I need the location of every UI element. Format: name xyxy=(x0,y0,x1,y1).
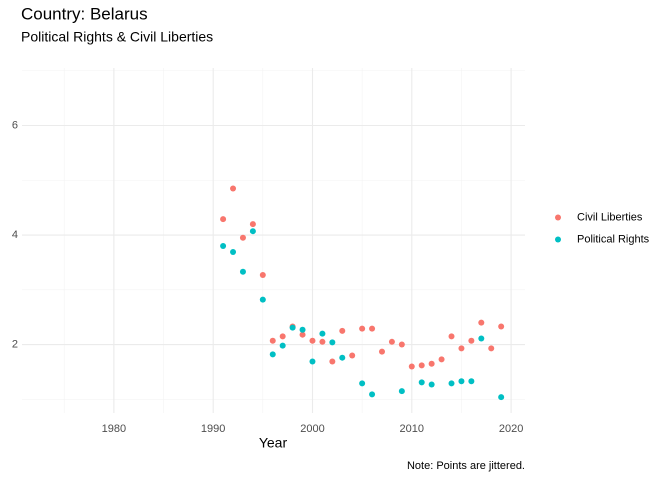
point xyxy=(498,394,505,401)
point xyxy=(249,228,256,235)
point xyxy=(349,352,356,359)
point xyxy=(488,345,495,352)
point xyxy=(418,362,425,369)
point xyxy=(299,326,306,333)
caption: Note: Points are jittered. xyxy=(407,460,525,472)
point xyxy=(279,342,286,349)
point xyxy=(259,272,266,278)
point xyxy=(428,360,435,367)
point xyxy=(230,249,237,255)
point xyxy=(378,348,385,355)
chart-title: Country: Belarus xyxy=(21,4,148,23)
x-tick-label: 2020 xyxy=(499,423,523,435)
point xyxy=(309,337,316,344)
point xyxy=(319,330,326,337)
point xyxy=(269,337,276,344)
point xyxy=(249,221,256,228)
point xyxy=(398,341,405,348)
point xyxy=(408,363,415,370)
point xyxy=(239,234,246,241)
point xyxy=(220,242,227,249)
x-tick-label: 1990 xyxy=(201,423,225,435)
point xyxy=(398,388,405,395)
point xyxy=(359,380,366,387)
x-tick-label: 2000 xyxy=(300,423,324,435)
legend-swatch xyxy=(555,214,561,221)
point xyxy=(289,324,296,331)
point xyxy=(309,358,316,365)
point xyxy=(428,381,435,388)
y-tick-label: 4 xyxy=(12,229,18,241)
point xyxy=(359,325,366,332)
point xyxy=(220,216,227,223)
point xyxy=(458,378,465,385)
x-axis-label: Year xyxy=(259,435,288,451)
point xyxy=(329,339,336,346)
point xyxy=(448,380,455,387)
point xyxy=(468,337,475,344)
x-tick-label: 1980 xyxy=(102,423,126,435)
point xyxy=(339,354,346,361)
point xyxy=(478,319,485,326)
point xyxy=(230,185,237,192)
point xyxy=(448,333,455,340)
point xyxy=(279,333,286,340)
point xyxy=(458,345,465,352)
chart-subtitle: Political Rights & Civil Liberties xyxy=(21,29,213,45)
y-tick-label: 6 xyxy=(12,119,18,131)
point xyxy=(388,338,395,345)
point xyxy=(438,356,445,363)
point xyxy=(369,325,376,332)
point xyxy=(319,338,326,345)
x-tick-label: 2010 xyxy=(400,423,424,435)
legend-swatch xyxy=(555,236,561,243)
point xyxy=(299,331,306,338)
point xyxy=(339,327,346,334)
y-tick-label: 2 xyxy=(12,338,18,350)
point xyxy=(478,335,485,342)
point xyxy=(239,268,246,275)
point xyxy=(329,358,336,365)
legend-label: Civil Liberties xyxy=(577,211,643,223)
point xyxy=(498,323,505,330)
point xyxy=(418,379,425,386)
legend-label: Political Rights xyxy=(577,233,650,245)
point xyxy=(369,391,376,398)
point xyxy=(269,351,276,358)
point xyxy=(259,296,266,303)
point xyxy=(468,378,475,385)
